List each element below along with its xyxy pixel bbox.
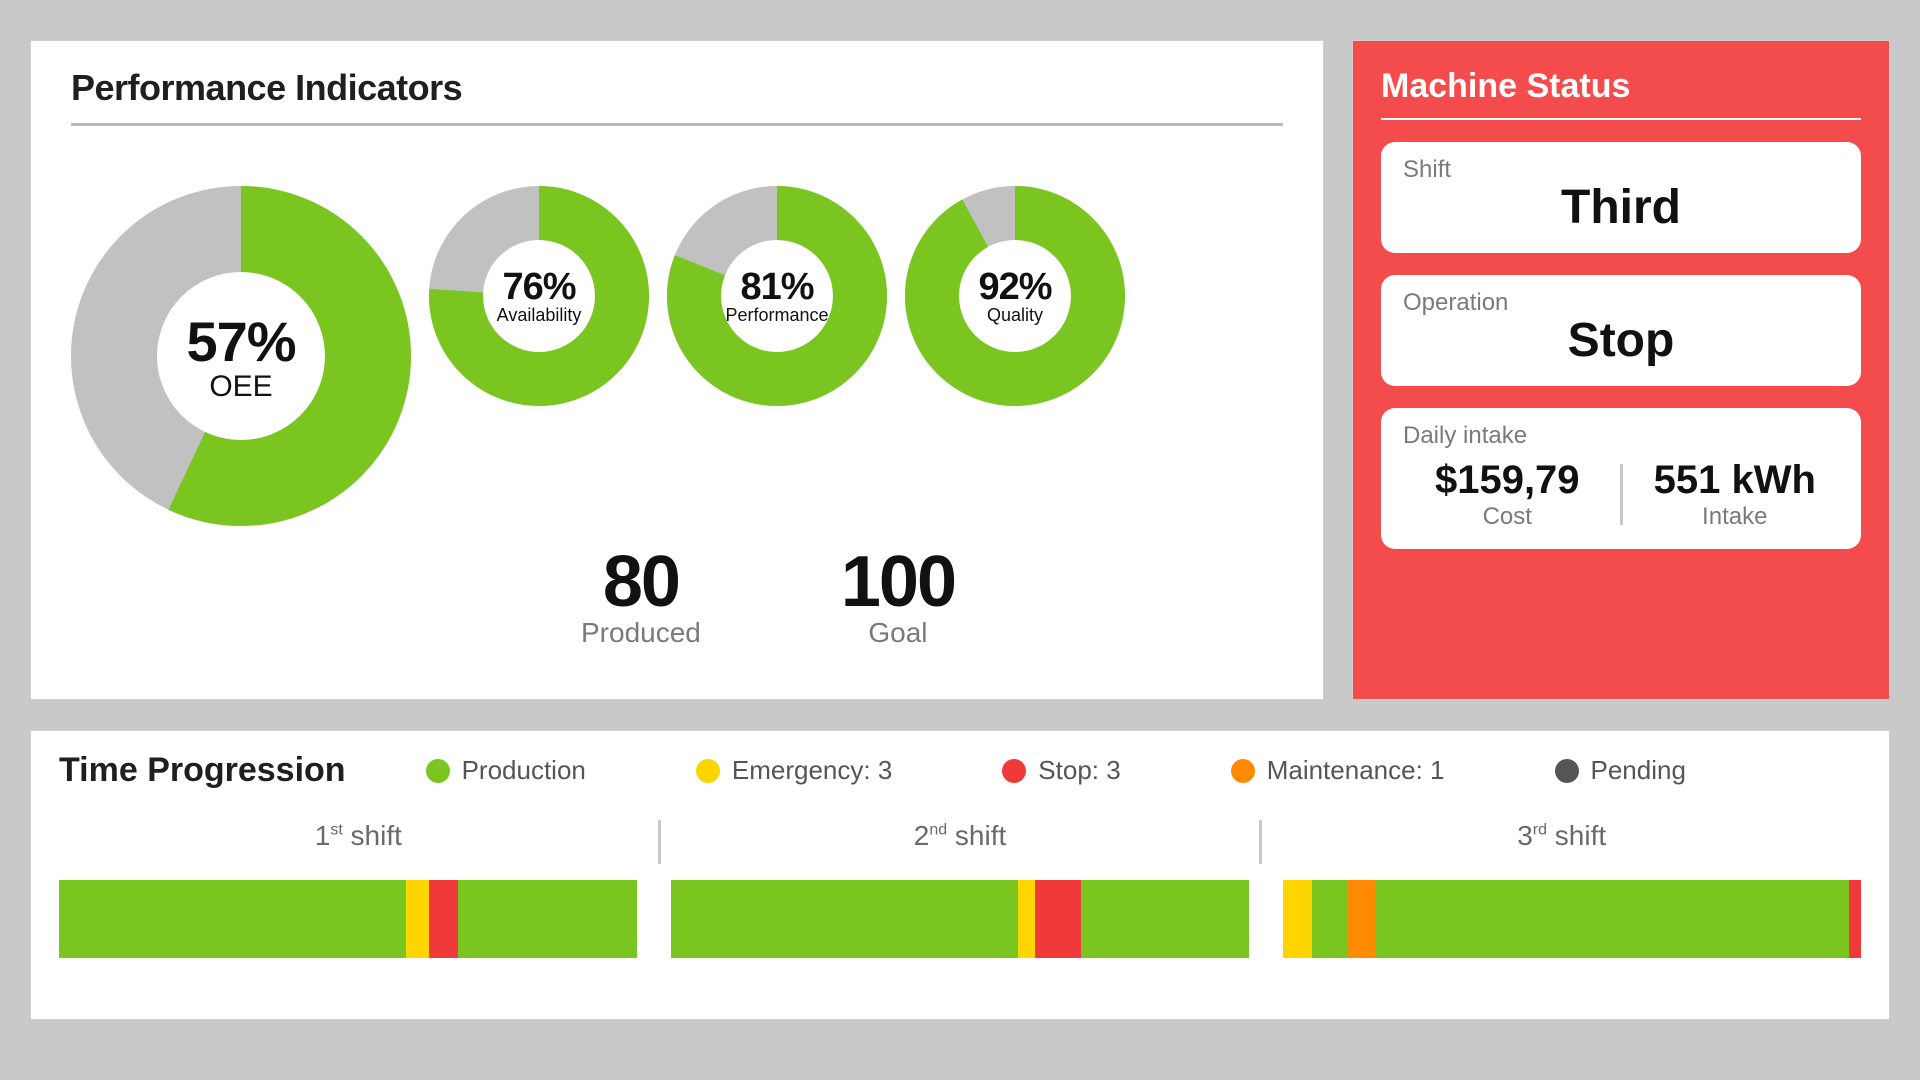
donut-performance-pct: 81%: [725, 266, 828, 309]
operation-card: Operation Stop: [1381, 275, 1861, 386]
donut-quality-label: Quality: [978, 305, 1051, 326]
donut-oee: 57% OEE: [71, 186, 411, 526]
bar-segment: [1018, 880, 1035, 958]
legend-item: Stop: 3: [1002, 755, 1120, 786]
time-progression-legend: Production Emergency: 3 Stop: 3 Maintenance…: [426, 755, 1686, 786]
legend-dot-icon: [696, 759, 720, 783]
performance-title: Performance Indicators: [71, 67, 1283, 109]
legend-label: Stop: 3: [1038, 755, 1120, 786]
time-progression-title: Time Progression: [59, 751, 346, 790]
donut-availability-label: Availability: [497, 305, 582, 326]
operation-value: Stop: [1403, 313, 1839, 368]
donut-oee-pct: 57%: [186, 309, 295, 374]
legend-item: Pending: [1555, 755, 1686, 786]
shift-card: Shift Third: [1381, 142, 1861, 253]
intake-cost-label: Cost: [1403, 503, 1612, 531]
donut-row: 57% OEE 76% Availability 81% Performance…: [71, 186, 1283, 526]
legend-dot-icon: [1002, 759, 1026, 783]
donut-availability: 76% Availability: [429, 186, 649, 406]
bar-segment: [1347, 880, 1376, 958]
legend-label: Production: [462, 755, 586, 786]
bar-segment: [406, 880, 429, 958]
intake-cost: $159,79 Cost: [1403, 458, 1612, 531]
donut-quality: 92% Quality: [905, 186, 1125, 406]
legend-label: Emergency: 3: [732, 755, 892, 786]
shift-bar: [1283, 880, 1861, 958]
machine-status-divider: [1381, 118, 1861, 120]
legend-dot-icon: [1555, 759, 1579, 783]
time-progression-panel: Time Progression Production Emergency: 3 S…: [30, 730, 1890, 1020]
produced-label: Produced: [581, 617, 701, 649]
machine-status-panel: Machine Status Shift Third Operation Sto…: [1352, 40, 1890, 700]
bar-segment: [1375, 880, 1849, 958]
intake-energy-label: Intake: [1631, 503, 1840, 531]
intake-cost-value: $159,79: [1403, 458, 1612, 503]
legend-item: Emergency: 3: [696, 755, 892, 786]
legend-label: Maintenance: 1: [1267, 755, 1445, 786]
donut-performance: 81% Performance: [667, 186, 887, 406]
bar-segment: [671, 880, 1018, 958]
intake-separator: [1620, 464, 1623, 525]
goal-value: 100: [841, 541, 955, 623]
shift-label: 2nd shift: [661, 820, 1260, 864]
bar-segment: [1035, 880, 1081, 958]
intake-energy: 551 kWh Intake: [1631, 458, 1840, 531]
shift-label: 1st shift: [59, 820, 658, 864]
legend-label: Pending: [1591, 755, 1686, 786]
performance-divider: [71, 123, 1283, 126]
machine-status-title: Machine Status: [1381, 67, 1861, 106]
intake-energy-value: 551 kWh: [1631, 458, 1840, 503]
bar-segment: [1283, 880, 1312, 958]
shift-bars-row: [59, 880, 1861, 958]
produced-block: 80 Produced: [581, 541, 701, 649]
goal-block: 100 Goal: [841, 541, 955, 649]
shift-value: Third: [1403, 180, 1839, 235]
shift-bar: [59, 880, 637, 958]
intake-label: Daily intake: [1403, 422, 1839, 450]
legend-dot-icon: [1231, 759, 1255, 783]
shift-bar: [671, 880, 1249, 958]
shift-labels-row: 1st shift2nd shift3rd shift: [59, 820, 1861, 864]
bar-segment: [1081, 880, 1249, 958]
legend-dot-icon: [426, 759, 450, 783]
donut-availability-pct: 76%: [497, 266, 582, 309]
donut-performance-label: Performance: [725, 305, 828, 326]
performance-indicators-panel: Performance Indicators 57% OEE 76% Avail…: [30, 40, 1324, 700]
bar-segment: [429, 880, 458, 958]
shift-label: 3rd shift: [1262, 820, 1861, 864]
donut-oee-label: OEE: [186, 370, 295, 404]
bar-segment: [1312, 880, 1347, 958]
donut-quality-pct: 92%: [978, 266, 1051, 309]
intake-card: Daily intake $159,79 Cost 551 kWh Intake: [1381, 408, 1861, 549]
produced-value: 80: [581, 541, 701, 623]
legend-item: Maintenance: 1: [1231, 755, 1445, 786]
bar-segment: [1849, 880, 1861, 958]
legend-item: Production: [426, 755, 586, 786]
bar-segment: [458, 880, 637, 958]
bar-segment: [59, 880, 406, 958]
produced-goal-row: 80 Produced 100 Goal: [581, 541, 955, 649]
